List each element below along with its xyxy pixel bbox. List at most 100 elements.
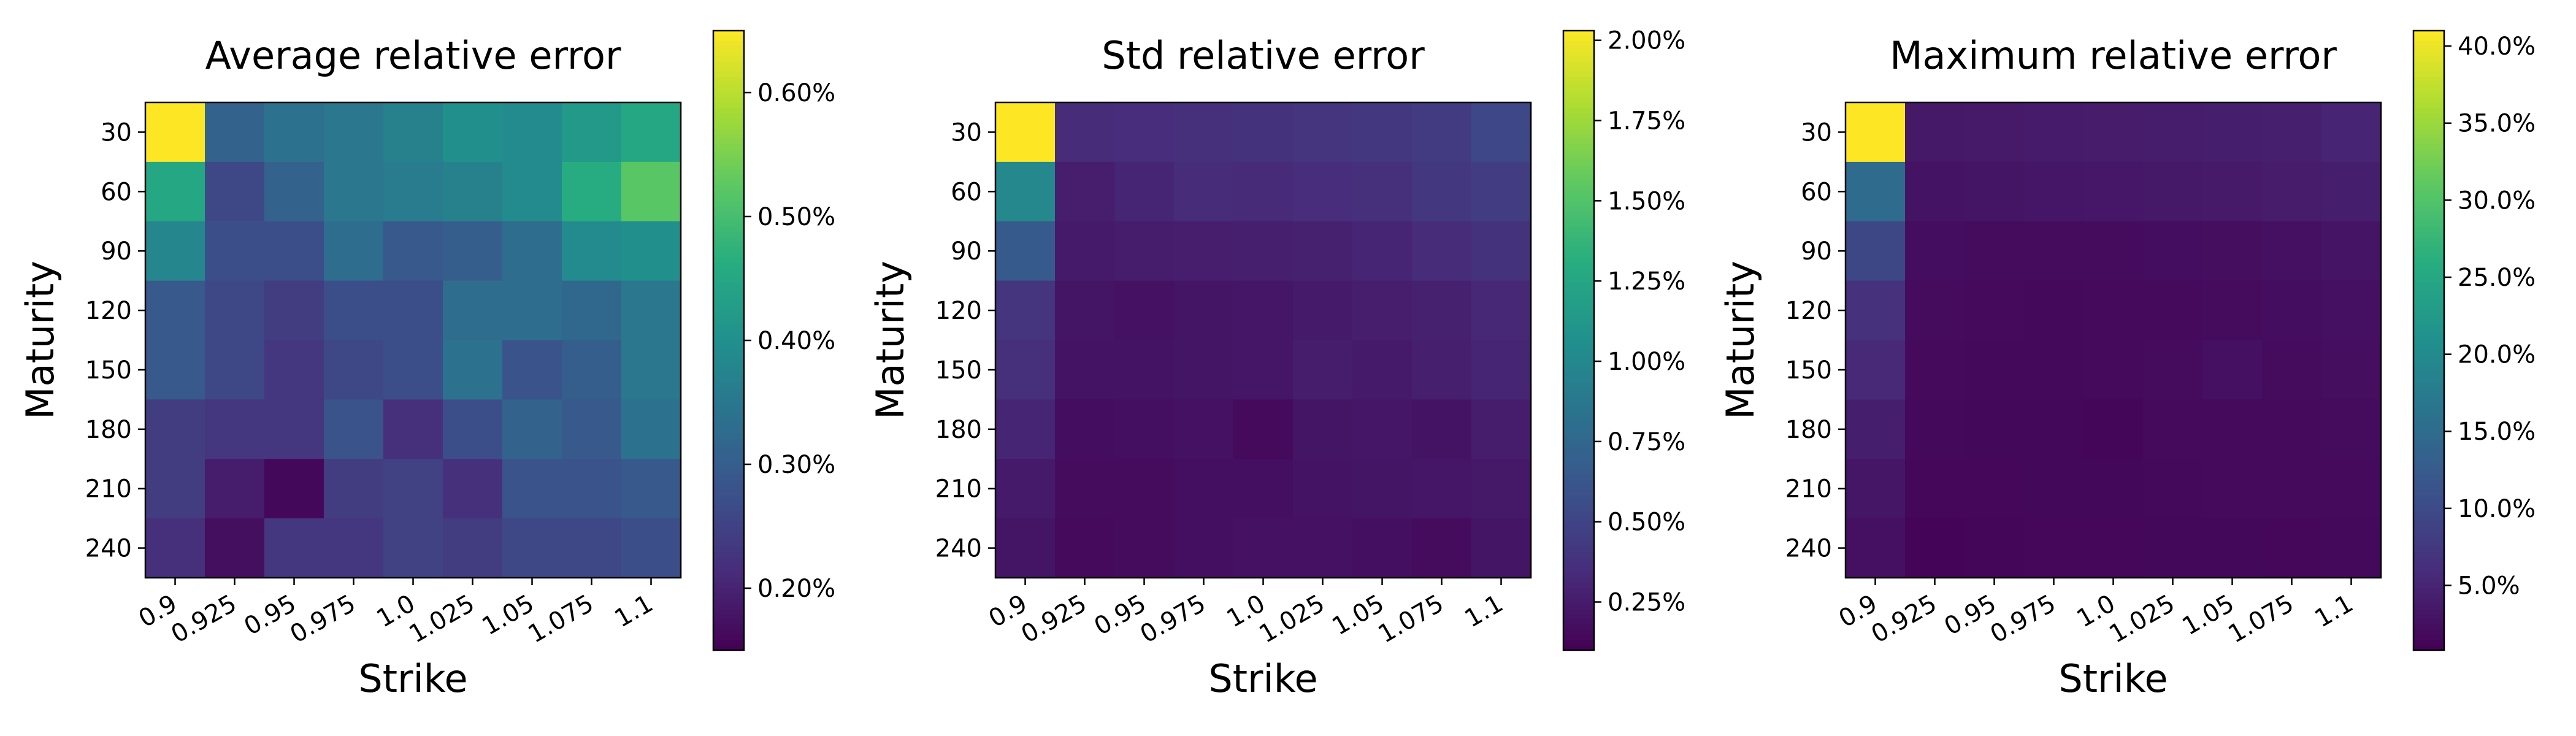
colorbar-segment xyxy=(713,392,744,398)
heatmap-cell xyxy=(2083,161,2144,222)
heatmap-cell xyxy=(2083,280,2144,341)
colorbar-segment xyxy=(713,464,744,470)
colorbar-segment xyxy=(1563,40,1594,47)
colorbar-segment xyxy=(1563,521,1594,527)
colorbar-segment xyxy=(1563,593,1594,599)
colorbar-segment xyxy=(713,201,744,207)
x-tick-label: 1.1 xyxy=(610,589,657,634)
colorbar-segment xyxy=(713,640,744,646)
colorbar-segment xyxy=(713,175,744,181)
colorbar-segment xyxy=(1563,423,1594,429)
colorbar-segment xyxy=(2413,495,2444,501)
colorbar-segment xyxy=(713,423,744,429)
heatmap-cell xyxy=(1471,161,1531,222)
colorbar-segment xyxy=(1563,443,1594,450)
heatmap-cell xyxy=(2202,399,2263,459)
y-tick-label: 90 xyxy=(1801,237,1832,266)
colorbar-segment xyxy=(1563,608,1594,615)
heatmap-cell xyxy=(621,518,681,578)
colorbar-segment xyxy=(2413,386,2444,393)
heatmap-cell xyxy=(1412,340,1472,400)
colorbar-segment xyxy=(2413,407,2444,413)
colorbar-tick-label: 0.20% xyxy=(757,575,835,603)
colorbar-segment xyxy=(713,505,744,512)
colorbar-segment xyxy=(2413,196,2444,202)
heatmap-cell xyxy=(2321,340,2382,400)
colorbar-segment xyxy=(1563,232,1594,238)
colorbar-segment xyxy=(2413,128,2444,135)
colorbar-segment xyxy=(2413,356,2444,362)
heatmap-cell xyxy=(324,161,384,222)
colorbar-segment xyxy=(1563,87,1594,93)
heatmap-cell xyxy=(502,221,562,282)
colorbar-segment xyxy=(1563,237,1594,243)
colorbar-segment xyxy=(2413,46,2444,52)
colorbar-segment xyxy=(1563,402,1594,408)
colorbar-segment xyxy=(1563,407,1594,413)
heatmap-cell xyxy=(1846,459,1906,519)
colorbar-segment xyxy=(2413,335,2444,341)
heatmap-cell xyxy=(2202,459,2263,519)
colorbar-segment xyxy=(713,258,744,264)
heatmap-cell xyxy=(1965,399,2025,459)
colorbar-segment xyxy=(713,397,744,403)
colorbar-segment xyxy=(713,412,744,419)
colorbar-segment xyxy=(1563,128,1594,135)
heatmap-cell xyxy=(621,280,681,341)
heatmap-cell xyxy=(2024,518,2084,578)
colorbar-segment xyxy=(1563,438,1594,445)
heatmap-cell xyxy=(1846,280,1906,341)
heatmap-cell xyxy=(2262,399,2322,459)
heatmap-cell xyxy=(1114,399,1175,459)
colorbar-segment xyxy=(713,485,744,491)
colorbar-segment xyxy=(2413,185,2444,191)
colorbar-segment xyxy=(713,288,744,295)
heatmap-cell xyxy=(2024,399,2084,459)
colorbar-segment xyxy=(2413,412,2444,419)
heatmap-cell xyxy=(1174,518,1234,578)
colorbar-segment xyxy=(713,36,744,42)
heatmap-cell xyxy=(145,161,205,222)
heatmap-cell xyxy=(2202,161,2263,222)
heatmap-cell xyxy=(2083,102,2144,163)
colorbar-segment xyxy=(2413,640,2444,646)
y-tick-label: 60 xyxy=(101,178,132,206)
colorbar-segment xyxy=(2413,314,2444,321)
colorbar-segment xyxy=(2413,598,2444,605)
heatmap-cell xyxy=(1412,459,1472,519)
heatmap-cell xyxy=(1114,221,1175,282)
colorbar-segment xyxy=(713,294,744,300)
colorbar-segment xyxy=(1563,459,1594,465)
colorbar-segment xyxy=(713,273,744,279)
colorbar-segment xyxy=(1563,418,1594,424)
colorbar-segment xyxy=(1563,428,1594,434)
colorbar-segment xyxy=(2413,31,2444,37)
heatmap-cell xyxy=(145,399,205,459)
heatmap-cell xyxy=(324,518,384,578)
heatmap-cell xyxy=(1233,161,1294,222)
colorbar-segment xyxy=(2413,500,2444,507)
colorbar-tick-label: 0.25% xyxy=(1608,589,1685,617)
colorbar-frame xyxy=(1562,29,1595,651)
colorbar-segment xyxy=(713,366,744,372)
heatmap-cell xyxy=(1965,518,2025,578)
heatmap-cell xyxy=(1471,102,1531,163)
x-axis-label: Strike xyxy=(358,656,467,701)
heatmap-cell xyxy=(1905,399,1965,459)
heatmap-cell xyxy=(1114,102,1175,163)
colorbar-segment xyxy=(1563,304,1594,310)
colorbar-segment xyxy=(2413,614,2444,620)
y-tick-label: 180 xyxy=(1785,416,1832,444)
colorbar-segment xyxy=(1563,31,1594,37)
colorbar-tick-label: 15.0% xyxy=(2458,418,2536,446)
y-tick-label: 210 xyxy=(1785,475,1832,504)
colorbar-segment xyxy=(1563,448,1594,454)
heatmap-cell xyxy=(1412,102,1472,163)
heatmap-cell xyxy=(145,459,205,519)
colorbar-segment xyxy=(2413,330,2444,336)
colorbar-segment xyxy=(1563,102,1594,109)
heatmap-cell xyxy=(443,102,503,163)
colorbar-segment xyxy=(2413,87,2444,93)
heatmap-cell xyxy=(264,102,324,163)
heatmap-cell xyxy=(1965,340,2025,400)
